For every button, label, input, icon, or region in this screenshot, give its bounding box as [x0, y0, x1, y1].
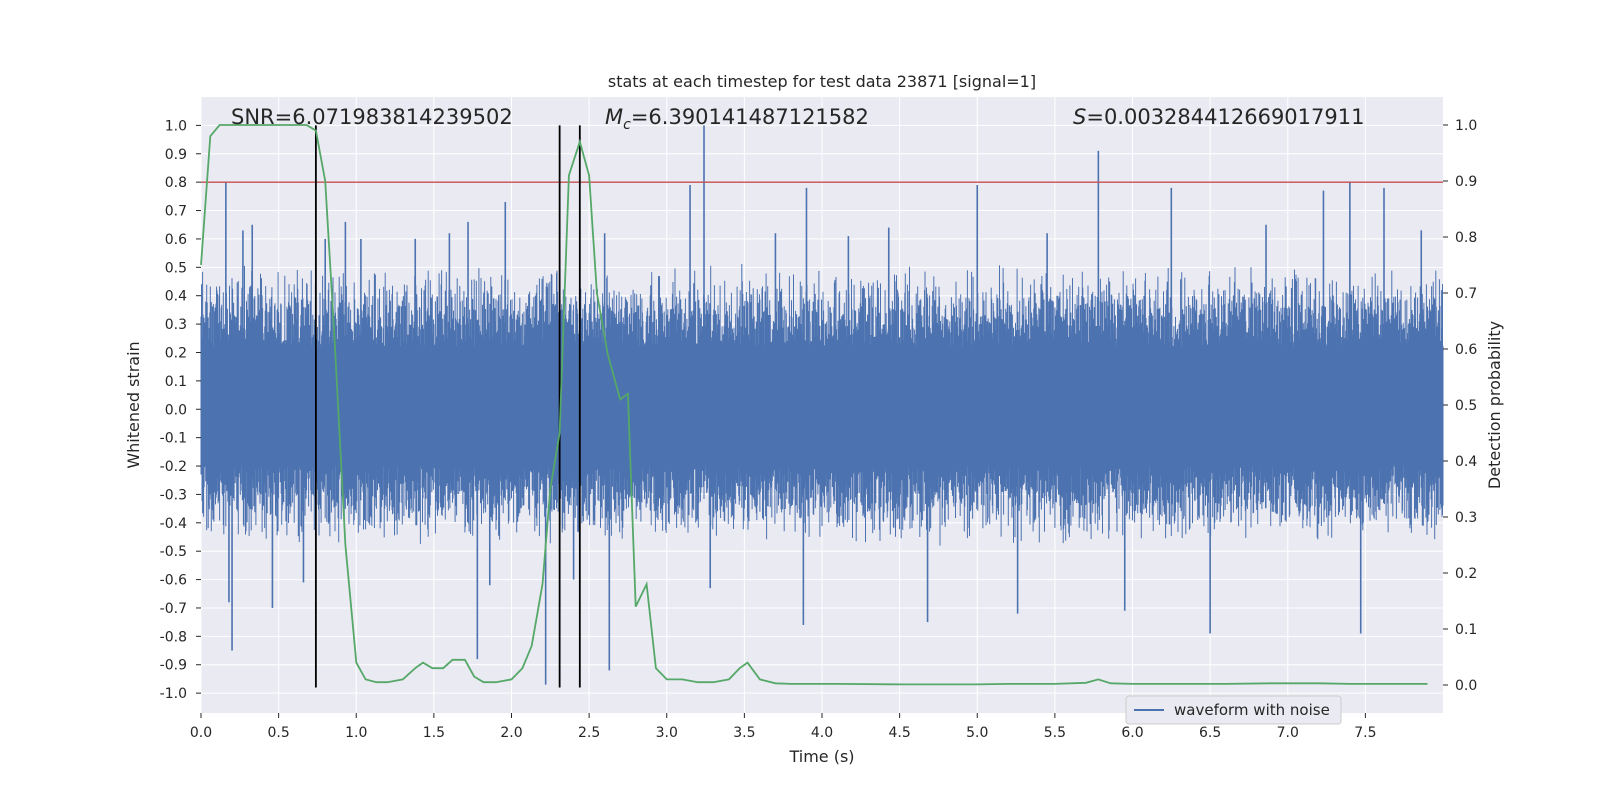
y-tick-label-2: 0.8	[165, 175, 187, 191]
y2-tick-label-8: 0.2	[1455, 566, 1477, 582]
y2-tick-label-2: 0.8	[1455, 230, 1477, 246]
x-axis-label: Time (s)	[788, 747, 854, 766]
y-tick-label-19: -0.9	[160, 658, 187, 674]
y2-tick-label-5: 0.5	[1455, 398, 1477, 414]
x-tick-label-3: 1.5	[423, 725, 445, 741]
x-tick-label-7: 3.5	[733, 725, 755, 741]
snr-annotation: SNR=6.071983814239502	[231, 105, 513, 129]
x-tick-label-12: 6.0	[1121, 725, 1143, 741]
y-tick-label-0: 1.0	[165, 118, 187, 134]
detection-probability-line	[200, 124, 1428, 686]
x-tick-label-1: 0.5	[267, 725, 289, 741]
y2-tick-label-10: 0.0	[1455, 678, 1477, 694]
y2-axis-label: Detection probability	[1485, 321, 1504, 489]
y-tick-label-3: 0.7	[165, 204, 187, 220]
x-tick-label-13: 6.5	[1199, 725, 1221, 741]
vertical-markers	[314, 125, 581, 688]
x-tick-label-15: 7.5	[1354, 725, 1376, 741]
chirp-mass-symbol: M	[605, 105, 623, 129]
chirp-mass-subscript: c	[623, 117, 631, 133]
x-tick-label-2: 1.0	[345, 725, 367, 741]
x-tick-label-14: 7.0	[1277, 725, 1299, 741]
waveform-spikes	[225, 125, 1423, 685]
y2-tick-label-6: 0.4	[1455, 454, 1477, 470]
y-tick-label-11: -0.1	[160, 431, 187, 447]
y-tick-label-12: -0.2	[160, 459, 187, 475]
y2-tick-label-7: 0.3	[1455, 510, 1477, 526]
y-tick-label-14: -0.4	[160, 516, 187, 532]
y-tick-label-9: 0.1	[165, 374, 187, 390]
y-tick-label-18: -0.8	[160, 629, 187, 645]
legend-label: waveform with noise	[1174, 701, 1330, 719]
chirp-mass-value: =6.390141487121582	[631, 105, 869, 129]
y2-tick-label-9: 0.1	[1455, 622, 1477, 638]
s-annotation: S=0.003284412669017911	[1073, 105, 1364, 129]
y-tick-label-13: -0.3	[160, 487, 187, 503]
legend: waveform with noise	[1125, 695, 1342, 725]
y-tick-label-5: 0.5	[165, 260, 187, 276]
y2-tick-label-1: 0.9	[1455, 174, 1477, 190]
y-tick-label-15: -0.5	[160, 544, 187, 560]
x-tick-label-0: 0.0	[190, 725, 212, 741]
chirp-mass-annotation: Mc=6.390141487121582	[605, 105, 869, 133]
x-tick-label-5: 2.5	[578, 725, 600, 741]
y-tick-label-4: 0.6	[165, 232, 187, 248]
x-tick-label-9: 4.5	[888, 725, 910, 741]
x-axis-ticks: 0.0 0.5 1.0 1.5 2.0 2.5 3.0 3.5 4.0 4.5 5.0 5.5 6.0 6…	[190, 713, 1377, 741]
y2-axis-ticks: 1.0 0.9 0.8 0.7 0.6 0.5 0.4 0.3 0.2 0.1 0.0	[1443, 118, 1477, 694]
legend-box	[1125, 695, 1342, 725]
waveform-series	[200, 264, 1444, 546]
x-tick-label-4: 2.0	[500, 725, 522, 741]
x-tick-label-10: 5.0	[966, 725, 988, 741]
x-tick-label-6: 3.0	[656, 725, 678, 741]
y-tick-label-8: 0.2	[165, 345, 187, 361]
y-tick-label-20: -1.0	[160, 686, 187, 702]
y-axis-label: Whitened strain	[124, 341, 143, 468]
y-axis-ticks: 1.0 0.9 0.8 0.7 0.6 0.5 0.4 0.3 0.2 0.1 0.0 -0.1 -0.…	[160, 118, 201, 702]
s-value: =0.003284412669017911	[1086, 105, 1364, 129]
x-tick-label-8: 4.0	[811, 725, 833, 741]
x-tick-label-11: 5.5	[1044, 725, 1066, 741]
y-tick-label-10: 0.0	[165, 402, 187, 418]
y-tick-label-17: -0.7	[160, 601, 187, 617]
y2-tick-label-4: 0.6	[1455, 342, 1477, 358]
y-tick-label-1: 0.9	[165, 147, 187, 163]
y2-tick-label-0: 1.0	[1455, 118, 1477, 134]
y2-tick-label-3: 0.7	[1455, 286, 1477, 302]
y-tick-label-16: -0.6	[160, 573, 187, 589]
chart-title: stats at each timestep for test data 238…	[608, 72, 1036, 91]
waveform-trace	[200, 264, 1444, 546]
y-tick-label-6: 0.4	[165, 289, 187, 305]
s-symbol: S	[1073, 105, 1086, 129]
y-tick-label-7: 0.3	[165, 317, 187, 333]
